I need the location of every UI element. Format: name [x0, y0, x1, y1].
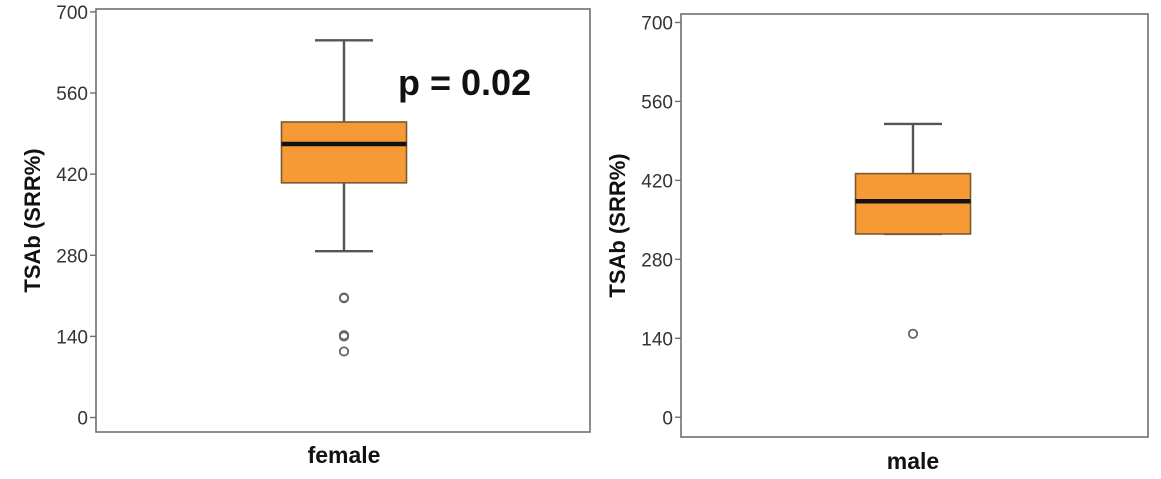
y-tick-label: 560: [56, 84, 88, 105]
y-tick-label: 0: [662, 408, 673, 429]
y-tick-label: 140: [641, 329, 673, 350]
x-category-label: female: [308, 442, 381, 468]
outlier-point: [338, 346, 350, 357]
plot-frame: [95, 8, 591, 433]
outlier-point: [907, 328, 919, 339]
y-axis-label: TSAb (SRR%): [605, 153, 630, 297]
iqr-box: [280, 121, 408, 184]
y-tick-label: 420: [56, 165, 88, 186]
y-axis-ticks: 0 140 280 420 560 700: [641, 13, 681, 429]
p-value-annotation: p = 0.02: [398, 62, 531, 103]
x-category-label: male: [887, 448, 939, 474]
box-series: [854, 122, 972, 339]
y-axis-ticks: 0 140 280 420 560 700: [56, 3, 96, 430]
y-tick-label: 700: [641, 13, 673, 34]
outlier-point: [338, 293, 350, 304]
y-tick-label: 560: [641, 92, 673, 113]
y-tick-label: 0: [77, 409, 88, 430]
y-tick-label: 280: [641, 250, 673, 271]
outlier-point: [338, 331, 350, 342]
female-boxplot-panel: TSAb (SRR%) 0 140 280 420 560 700 p = 0.02 fe…: [20, 3, 591, 468]
y-tick-label: 700: [56, 3, 88, 24]
male-boxplot-panel: TSAb (SRR%) 0 140 280 420 560 700 male: [605, 13, 1149, 474]
y-tick-label: 420: [641, 171, 673, 192]
plot-frame: [680, 13, 1149, 438]
box-series: [280, 39, 408, 357]
y-tick-label: 140: [56, 327, 88, 348]
iqr-box: [854, 172, 972, 235]
y-tick-label: 280: [56, 246, 88, 267]
y-axis-label: TSAb (SRR%): [20, 148, 45, 292]
